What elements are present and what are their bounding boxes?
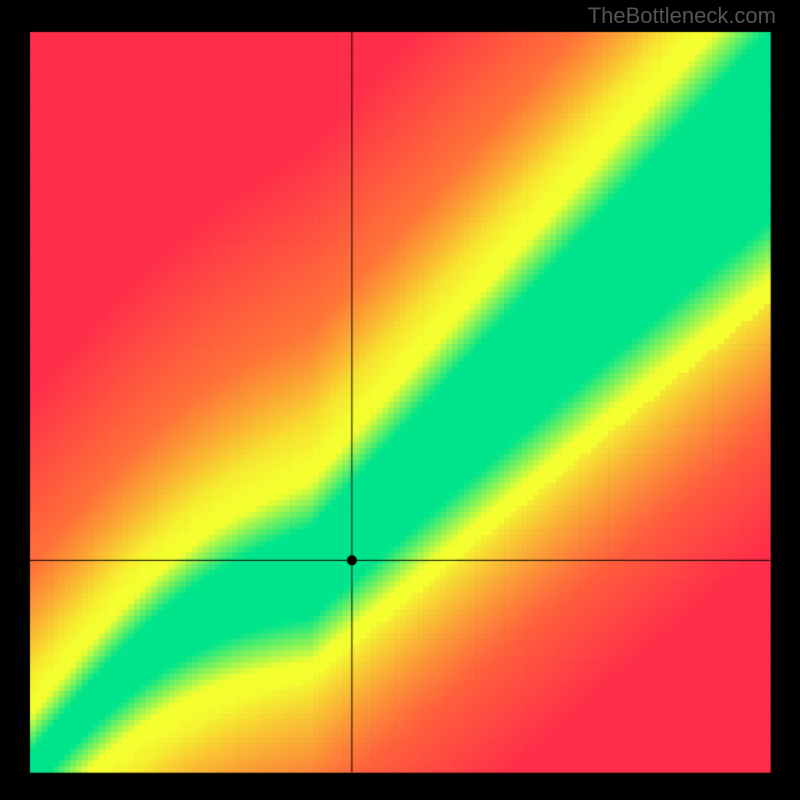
heatmap-canvas (0, 0, 800, 800)
chart-container: TheBottleneck.com (0, 0, 800, 800)
watermark-text: TheBottleneck.com (588, 3, 776, 29)
